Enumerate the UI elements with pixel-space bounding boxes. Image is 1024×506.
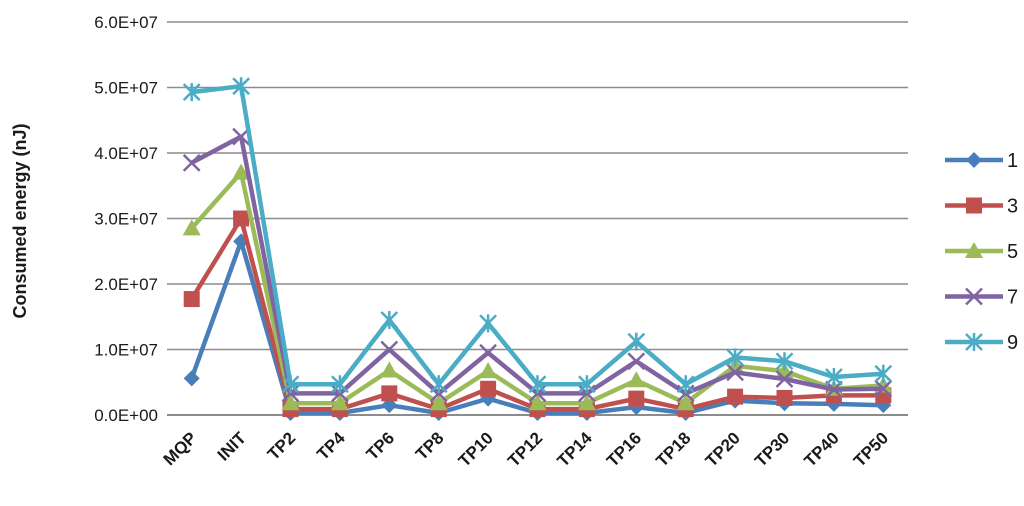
legend-item-3: 3 <box>945 196 1018 218</box>
star-marker <box>380 311 399 330</box>
legend-label: 3 <box>1007 196 1018 218</box>
legend-item-5: 5 <box>945 241 1018 263</box>
legend: 1 3 5 7 9 <box>945 150 1018 354</box>
x-tick-label: TP40 <box>801 428 843 470</box>
triangle-marker <box>232 163 251 180</box>
legend-item-7: 7 <box>945 287 1018 309</box>
star-marker <box>331 375 349 394</box>
triangle-marker <box>577 394 596 411</box>
x-marker-stroke <box>825 380 843 399</box>
y-tick-label: 1.0E+07 <box>94 341 158 360</box>
x-marker <box>775 370 794 388</box>
star-marker <box>429 375 448 394</box>
star-marker <box>965 333 983 351</box>
triangle-marker <box>182 219 201 236</box>
x-marker-stroke <box>627 352 646 371</box>
legend-label: 9 <box>1007 332 1018 354</box>
x-tick-label: TP12 <box>504 428 546 470</box>
y-tick-label: 3.0E+07 <box>94 210 158 229</box>
star-marker <box>578 375 596 394</box>
triangle-marker <box>965 242 983 258</box>
x-tick-label: TP10 <box>455 428 497 470</box>
star-marker <box>775 352 794 371</box>
legend-label: 1 <box>1007 150 1018 172</box>
diamond-marker <box>966 152 982 168</box>
square-marker <box>233 210 250 227</box>
diamond-marker <box>183 370 200 387</box>
x-marker <box>726 363 744 382</box>
x-tick-label: TP20 <box>702 428 744 470</box>
triangle-marker <box>330 394 349 411</box>
star-marker <box>676 375 695 394</box>
x-tick-label: TP2 <box>264 428 299 463</box>
x-marker <box>965 287 983 306</box>
x-tick-label: TP30 <box>751 428 793 470</box>
triangle-marker <box>479 362 498 379</box>
triangle-marker <box>676 394 695 411</box>
y-tick-label: 0.0E+00 <box>94 406 158 425</box>
star-marker <box>479 314 497 333</box>
x-tick-label: INIT <box>214 428 251 465</box>
star-marker <box>182 83 201 102</box>
series-line <box>191 83 884 387</box>
star-marker <box>281 375 300 394</box>
y-axis-label: Consumed energy (nJ) <box>10 123 30 318</box>
x-marker <box>627 352 646 371</box>
triangle-marker <box>281 394 300 411</box>
x-marker <box>874 379 893 398</box>
triangle-marker <box>627 371 646 388</box>
star-marker <box>825 368 843 387</box>
y-axis-ticks: 0.0E+00 1.0E+07 2.0E+07 3.0E+07 4.0E+07 5.0E+… <box>94 13 158 425</box>
star-marker <box>627 332 646 351</box>
x-tick-label: TP8 <box>412 428 447 463</box>
star-marker <box>874 364 893 383</box>
triangle-marker <box>380 361 399 378</box>
x-tick-label: TP4 <box>313 428 349 464</box>
star-marker <box>528 375 547 394</box>
star-marker <box>726 348 744 367</box>
x-marker-stroke <box>479 343 497 362</box>
x-tick-label: TP16 <box>603 428 645 470</box>
x-marker-stroke <box>380 340 399 359</box>
square-marker <box>966 197 982 214</box>
triangle-marker <box>528 394 547 411</box>
x-marker-stroke <box>965 287 983 306</box>
triangle-marker <box>429 394 448 411</box>
x-tick-label: TP6 <box>363 428 398 463</box>
x-marker-stroke <box>775 370 794 388</box>
legend-item-9: 9 <box>945 332 1018 354</box>
y-tick-label: 4.0E+07 <box>94 144 158 163</box>
x-tick-label: TP18 <box>652 428 694 470</box>
x-axis-ticks: MQP INIT TP2 TP4 TP6 TP8 TP10 TP12 TP14 TP16 TP18 T… <box>160 428 892 471</box>
y-tick-label: 6.0E+07 <box>94 13 158 32</box>
star-marker <box>232 77 250 96</box>
x-marker <box>825 380 843 399</box>
legend-label: 5 <box>1007 241 1018 263</box>
x-marker <box>380 340 399 359</box>
gridlines <box>167 21 908 416</box>
square-marker <box>776 389 793 406</box>
legend-label: 7 <box>1007 287 1018 309</box>
square-marker <box>727 388 744 405</box>
x-marker <box>182 153 201 172</box>
legend-item-1: 1 <box>945 150 1018 172</box>
x-marker-stroke <box>726 363 744 382</box>
x-tick-label: TP50 <box>850 428 892 470</box>
x-marker <box>479 343 497 362</box>
square-marker <box>480 380 497 397</box>
series-9 <box>182 77 893 394</box>
series-line <box>190 170 884 406</box>
x-tick-label: TP14 <box>554 428 597 471</box>
y-tick-label: 5.0E+07 <box>94 79 158 98</box>
x-marker-stroke <box>874 379 893 398</box>
square-marker <box>381 385 398 402</box>
square-marker <box>183 291 200 308</box>
x-marker-stroke <box>182 153 201 172</box>
y-tick-label: 2.0E+07 <box>94 275 158 294</box>
square-marker <box>628 390 645 407</box>
x-tick-label: MQP <box>160 428 201 469</box>
series-lines <box>182 77 893 422</box>
